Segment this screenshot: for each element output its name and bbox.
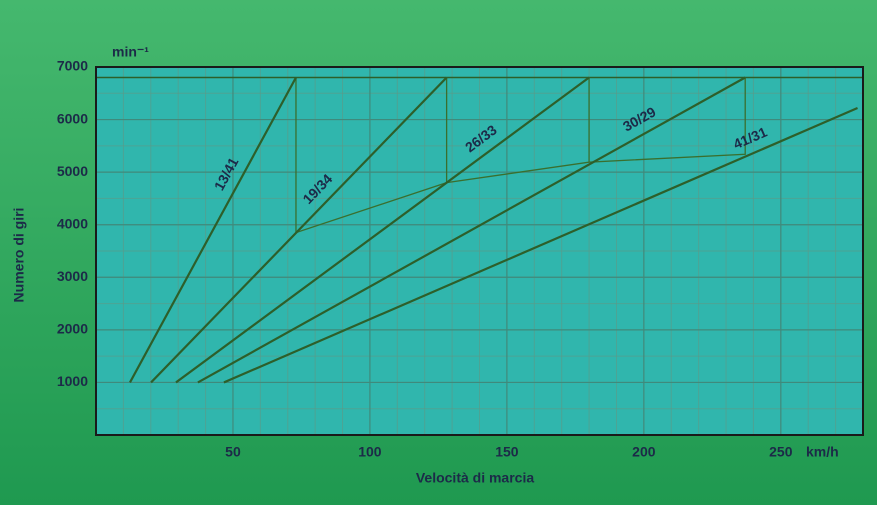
y-axis-label: Numero di giri: [11, 208, 27, 303]
gear-line: [223, 106, 858, 384]
y-tick-label: 1000: [57, 373, 88, 389]
y-tick-label: 2000: [57, 321, 88, 337]
y-tick-label: 4000: [57, 215, 88, 231]
y-tick-label: 7000: [57, 58, 88, 74]
marks: [96, 76, 863, 384]
x-tick-label: 150: [495, 444, 519, 460]
shift-line: [295, 77, 746, 234]
x-tick-label: 50: [225, 444, 241, 460]
y-tick-label: 6000: [57, 110, 88, 126]
gear-line: [175, 76, 590, 384]
y-tick-label: 5000: [57, 163, 88, 179]
y-unit: min⁻¹: [112, 44, 149, 60]
y-tick-label: 3000: [57, 268, 88, 284]
gear-line: [197, 76, 746, 384]
grid: [95, 66, 864, 436]
x-unit: km/h: [806, 444, 839, 460]
x-axis-label: Velocità di marcia: [416, 470, 534, 486]
plot-frame: [95, 66, 864, 436]
x-tick-label: 100: [358, 444, 382, 460]
gear-line: [150, 76, 448, 384]
gear-line: [129, 76, 297, 383]
x-tick-label: 250: [769, 444, 793, 460]
x-tick-label: 200: [632, 444, 656, 460]
